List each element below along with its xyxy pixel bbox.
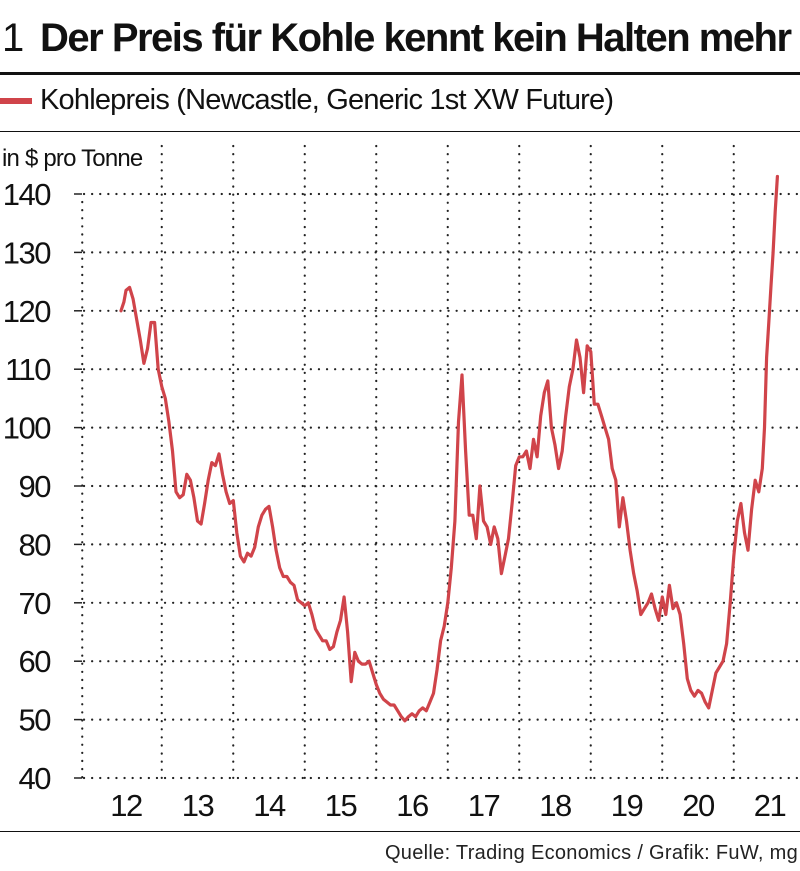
x-tick-label: 13 xyxy=(182,788,214,823)
footer-rule xyxy=(0,831,800,832)
series-line xyxy=(119,174,779,723)
x-tick-label: 19 xyxy=(611,788,643,823)
x-tick-label: 14 xyxy=(253,788,286,823)
legend: Kohlepreis (Newcastle, Generic 1st XW Fu… xyxy=(0,84,800,120)
chart-header: 1 Der Preis für Kohle kennt kein Halten … xyxy=(0,0,800,70)
y-tick-label: 60 xyxy=(19,644,52,679)
x-tick-label: 15 xyxy=(325,788,357,823)
y-tick-label: 130 xyxy=(3,235,51,270)
y-tick-label: 120 xyxy=(3,294,51,329)
line-chart: 140 130 120 110 100 90 80 70 60 50 40 in $ pro Tonn… xyxy=(2,144,800,823)
y-tick-label: 70 xyxy=(19,586,52,621)
x-tick-label: 20 xyxy=(682,788,715,823)
y-tick-label: 90 xyxy=(19,469,52,504)
y-tick-label: 40 xyxy=(19,761,52,796)
legend-rule xyxy=(0,131,800,132)
y-tick-label: 100 xyxy=(3,411,51,446)
x-tick-label: 16 xyxy=(396,788,428,823)
y-axis-label: in $ pro Tonne xyxy=(2,145,143,172)
source-credit: Quelle: Trading Economics / Grafik: FuW,… xyxy=(384,842,798,864)
figure-number: 1 xyxy=(2,16,25,60)
x-tick-label: 12 xyxy=(110,788,142,823)
y-tick-label: 80 xyxy=(19,527,52,562)
legend-swatch xyxy=(0,98,32,104)
y-tick-label: 140 xyxy=(3,177,51,212)
y-tick-label: 110 xyxy=(5,352,51,387)
title-rule xyxy=(0,72,800,75)
grid xyxy=(81,144,800,780)
chart-title: Der Preis für Kohle kennt kein Halten me… xyxy=(40,16,792,60)
x-tick-label: 17 xyxy=(468,788,500,823)
x-tick-label: 21 xyxy=(754,788,786,823)
legend-label: Kohlepreis (Newcastle, Generic 1st XW Fu… xyxy=(40,84,614,116)
series-layer xyxy=(119,174,779,723)
y-tick-label: 50 xyxy=(19,703,52,738)
axes: 140 130 120 110 100 90 80 70 60 50 40 in $ pro Tonn… xyxy=(2,145,787,823)
x-tick-label: 18 xyxy=(539,788,571,823)
